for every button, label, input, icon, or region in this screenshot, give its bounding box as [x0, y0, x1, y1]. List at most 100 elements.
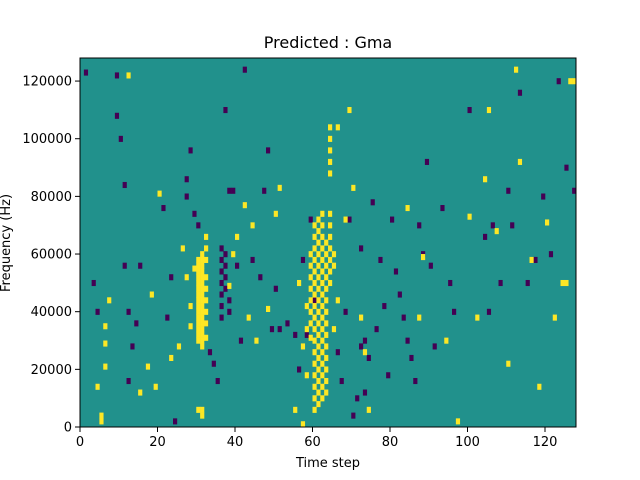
heatmap-cell-low — [428, 262, 433, 269]
heatmap-cell-low — [91, 279, 96, 287]
heatmap-cell-high — [486, 107, 492, 114]
heatmap-cell-low — [483, 233, 488, 240]
heatmap-cell-low — [134, 320, 139, 327]
heatmap-cell-low — [366, 354, 371, 361]
heatmap-cell-low — [440, 205, 445, 212]
heatmap-cell-low — [219, 245, 224, 252]
x-tick-label: 80 — [382, 435, 399, 450]
heatmap-cell-high — [308, 320, 313, 327]
heatmap-cell-high — [196, 337, 201, 344]
heatmap-cell-high — [200, 308, 205, 315]
heatmap-cell-high — [196, 320, 201, 327]
heatmap-cell-low — [223, 274, 228, 281]
heatmap-cell-high — [300, 421, 306, 428]
heatmap-cell-high — [316, 239, 321, 246]
heatmap-cell-low — [359, 343, 364, 350]
heatmap-cell-high — [192, 265, 197, 272]
heatmap-cell-high — [444, 337, 449, 344]
heatmap-cell-low — [409, 354, 414, 361]
heatmap-cell-high — [320, 349, 325, 356]
heatmap-cell-high — [250, 222, 255, 229]
heatmap-cell-low — [297, 366, 302, 373]
x-tick-label: 100 — [455, 435, 480, 450]
heatmap-cell-low — [370, 199, 375, 206]
heatmap-cell-high — [359, 314, 364, 321]
heatmap-cell-low — [378, 256, 383, 263]
x-axis: 0 20 40 60 80 100 120 — [76, 427, 557, 450]
heatmap-cell-high — [308, 251, 313, 258]
heatmap-cell-low — [548, 251, 554, 258]
heatmap-cell-low — [266, 147, 271, 154]
heatmap-cell-high — [304, 303, 309, 310]
heatmap-cell-low — [114, 72, 120, 79]
heatmap-cell-high — [297, 279, 302, 287]
heatmap-cell-high — [227, 282, 232, 289]
heatmap-cell-low — [169, 274, 174, 281]
heatmap-cell-high — [242, 202, 247, 209]
heatmap-cell-low — [161, 205, 166, 212]
heatmap-cell-high — [200, 291, 205, 298]
heatmap-cell-high — [126, 72, 131, 79]
heatmap-cell-high — [254, 337, 259, 344]
heatmap-cell-high — [99, 418, 104, 425]
heatmap-cell-low — [223, 262, 228, 269]
heatmap-cell-low — [231, 187, 236, 194]
heatmap-cell-high — [312, 372, 317, 379]
heatmap-cell-high — [277, 184, 282, 191]
heatmap-cell-high — [312, 326, 317, 333]
heatmap-cell-high — [324, 366, 329, 373]
heatmap-cell-high — [308, 308, 313, 315]
heatmap-cell-high — [300, 343, 306, 350]
heatmap-cell-high — [204, 274, 209, 281]
heatmap-cell-low — [293, 331, 298, 338]
heatmap-cell-low — [188, 147, 193, 154]
heatmap-cell-high — [316, 274, 321, 281]
heatmap-cell-high — [308, 262, 313, 269]
heatmap-cell-low — [390, 216, 395, 223]
heatmap-cell-high — [200, 268, 205, 275]
heatmap-cell-high — [200, 337, 205, 344]
heatmap-cell-high — [200, 274, 205, 281]
heatmap-cell-low — [250, 256, 255, 263]
chart-title: Predicted : Gma — [264, 33, 392, 52]
heatmap-cell-high — [188, 323, 193, 330]
heatmap-cell-low — [312, 297, 317, 304]
heatmap-cell-high — [560, 279, 565, 287]
heatmap-cell-high — [204, 245, 209, 252]
heatmap-cell-high — [417, 314, 422, 321]
heatmap-cell-high — [351, 184, 356, 191]
heatmap-cell-low — [533, 256, 538, 263]
y-axis: 0 20000 40000 60000 80000 100000 120000 — [22, 75, 80, 436]
heatmap-cell-high — [200, 262, 205, 269]
heatmap-cell-high — [324, 377, 329, 385]
heatmap-cell-low — [351, 412, 356, 419]
heatmap-cell-high — [312, 256, 317, 263]
heatmap-cell-high — [517, 158, 523, 165]
heatmap-cell-high — [568, 78, 573, 85]
heatmap-cell-high — [200, 320, 205, 327]
heatmap-cell-low — [467, 107, 472, 114]
heatmap-cell-high — [328, 135, 333, 142]
heatmap-cell-high — [316, 320, 321, 327]
heatmap-cell-high — [308, 297, 313, 304]
heatmap-cell-high — [324, 389, 329, 396]
heatmap-cell-low — [335, 349, 340, 356]
x-tick-label: 20 — [149, 435, 166, 450]
y-tick-label: 120000 — [22, 75, 72, 90]
heatmap-cell-high — [483, 176, 488, 183]
heatmap-cell-high — [320, 383, 325, 390]
y-axis-label: Frequency (Hz) — [0, 194, 14, 292]
heatmap-cell-low — [262, 187, 267, 194]
heatmap-cell-low — [417, 222, 422, 229]
heatmap-cell-high — [200, 285, 205, 292]
heatmap-cell-low — [339, 377, 344, 385]
heatmap-cell-low — [269, 326, 275, 333]
heatmap-cell-high — [316, 285, 321, 292]
heatmap-cell-high — [176, 343, 182, 350]
heatmap-cell-high — [316, 343, 321, 350]
y-tick-label: 0 — [64, 421, 72, 436]
heatmap-cell-high — [273, 210, 278, 217]
heatmap-cell-low — [393, 268, 399, 275]
heatmap-cell-low — [219, 291, 224, 298]
